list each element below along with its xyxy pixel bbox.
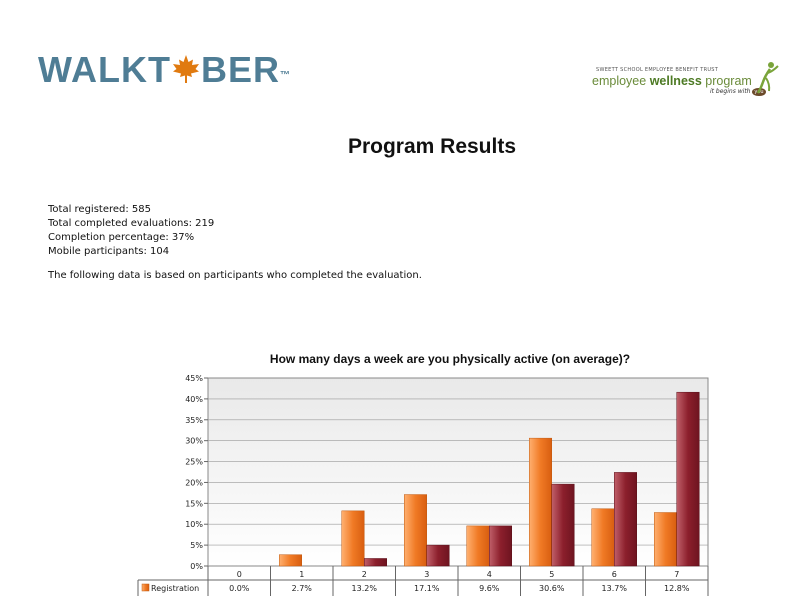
- y-tick-label: 45%: [185, 374, 203, 383]
- x-tick-label: 0: [237, 570, 242, 579]
- x-tick-label: 6: [612, 570, 617, 579]
- data-label: 0.0%: [229, 584, 250, 593]
- stat-completed-evaluations: Total completed evaluations: 219: [48, 218, 215, 229]
- y-tick-label: 10%: [185, 520, 203, 529]
- walktober-logo: WALKT BER™: [38, 50, 291, 92]
- x-tick-label: 5: [549, 570, 554, 579]
- bar-series-1: [654, 512, 677, 567]
- employee-wellness-program-logo: SWEETT SCHOOL EMPLOYEE BENEFIT TRUST emp…: [592, 62, 782, 103]
- trademark-mark: ™: [279, 70, 291, 81]
- data-label: 13.7%: [602, 584, 628, 593]
- data-label: 12.8%: [664, 584, 690, 593]
- program-name-suffix: program: [701, 74, 752, 88]
- bar-series-2: [614, 472, 637, 567]
- bar-series-1: [279, 554, 302, 567]
- x-tick-label: 4: [487, 570, 492, 579]
- bar-series-2: [676, 391, 700, 567]
- program-name-prefix: employee: [592, 74, 650, 88]
- program-name: employee wellness program: [592, 74, 752, 88]
- logo-text-start: WALKT: [38, 49, 171, 90]
- maple-leaf-icon: [171, 52, 201, 92]
- chart-title: How many days a week are you physically …: [269, 352, 631, 366]
- bar-series-1: [529, 437, 552, 567]
- legend-label-registration: Registration: [151, 584, 199, 593]
- program-name-bold: wellness: [649, 74, 702, 88]
- data-label: 2.7%: [292, 584, 313, 593]
- bar-series-2: [426, 544, 450, 567]
- stat-mobile-participants: Mobile participants: 104: [48, 246, 170, 257]
- bar-series-1: [591, 508, 615, 567]
- summary-stats: Total registered: 585 Total completed ev…: [48, 203, 214, 259]
- data-label: 30.6%: [539, 584, 565, 593]
- y-tick-label: 0%: [190, 562, 203, 571]
- y-tick-label: 20%: [185, 478, 203, 487]
- page-title: Program Results: [347, 135, 517, 158]
- tagline-text: it begins with: [710, 88, 753, 95]
- x-tick-label: 1: [299, 570, 304, 579]
- bar-series-1: [341, 510, 365, 567]
- trust-name: SWEETT SCHOOL EMPLOYEE BENEFIT TRUST: [596, 67, 719, 73]
- y-tick-label: 40%: [185, 395, 203, 404]
- bar-series-2: [489, 525, 512, 567]
- bar-series-1: [466, 525, 490, 567]
- logo-text-end: BER: [200, 49, 280, 90]
- bar-series-2: [364, 558, 387, 567]
- y-tick-label: 30%: [185, 437, 203, 446]
- y-tick-label: 5%: [190, 541, 203, 550]
- y-tick-label: 35%: [185, 416, 203, 425]
- x-tick-label: 2: [362, 570, 367, 579]
- y-tick-label: 25%: [185, 458, 203, 467]
- x-tick-label: 3: [424, 570, 429, 579]
- stat-total-registered: Total registered: 585: [48, 204, 152, 215]
- legend-swatch-registration: [141, 583, 150, 592]
- data-note: The following data is based on participa…: [48, 270, 422, 281]
- data-label: 13.2%: [352, 584, 378, 593]
- y-tick-label: 15%: [185, 499, 203, 508]
- bar-series-1: [404, 494, 427, 567]
- stat-completion-percentage: Completion percentage: 37%: [48, 232, 195, 243]
- x-tick-label: 7: [674, 570, 679, 579]
- bar-series-2: [551, 483, 575, 567]
- data-label: 9.6%: [479, 584, 500, 593]
- running-person-icon: [756, 62, 779, 94]
- data-label: 17.1%: [414, 584, 440, 593]
